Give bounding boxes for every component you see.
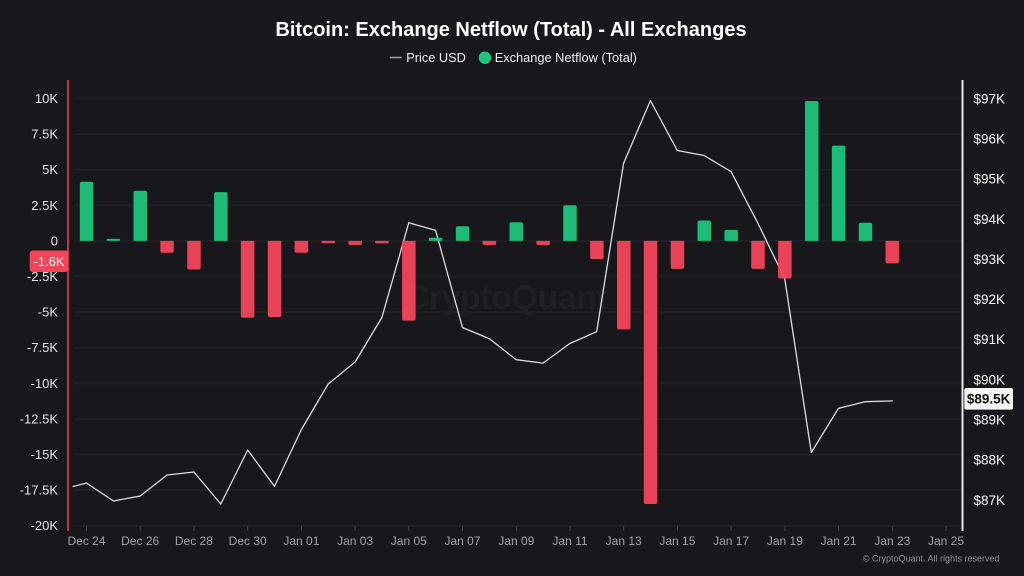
svg-text:Jan 01: Jan 01 [283, 534, 319, 548]
svg-text:Exchange Netflow (Total): Exchange Netflow (Total) [495, 50, 637, 65]
svg-text:2.5K: 2.5K [31, 198, 58, 213]
svg-text:$93K: $93K [974, 252, 1006, 267]
svg-text:5K: 5K [42, 162, 58, 177]
svg-text:$97K: $97K [974, 91, 1006, 106]
svg-text:$91K: $91K [974, 332, 1006, 347]
svg-text:$89.5K: $89.5K [967, 392, 1011, 407]
svg-text:Dec 28: Dec 28 [175, 534, 213, 548]
svg-text:-15K: -15K [31, 447, 59, 462]
svg-text:Jan 09: Jan 09 [498, 534, 534, 548]
svg-text:Dec 26: Dec 26 [121, 534, 159, 548]
svg-text:© CryptoQuant. All rights rese: © CryptoQuant. All rights reserved [863, 554, 1000, 564]
svg-text:-1.6K: -1.6K [33, 254, 64, 269]
svg-text:Jan 13: Jan 13 [606, 534, 642, 548]
svg-text:Dec 30: Dec 30 [229, 534, 267, 548]
svg-text:-7.5K: -7.5K [27, 340, 58, 355]
svg-text:-20K: -20K [31, 518, 59, 533]
svg-text:Jan 19: Jan 19 [767, 534, 803, 548]
svg-text:Jan 07: Jan 07 [444, 534, 480, 548]
svg-text:Price USD: Price USD [406, 50, 466, 65]
svg-text:0: 0 [51, 233, 58, 248]
svg-text:$96K: $96K [974, 131, 1006, 146]
svg-text:Jan 25: Jan 25 [928, 534, 964, 548]
svg-text:10K: 10K [35, 91, 58, 106]
svg-text:Jan 21: Jan 21 [821, 534, 857, 548]
svg-text:$88K: $88K [974, 453, 1006, 468]
svg-text:Jan 11: Jan 11 [552, 534, 587, 548]
svg-text:$90K: $90K [974, 372, 1006, 387]
svg-text:Jan 15: Jan 15 [659, 534, 695, 548]
svg-text:Jan 17: Jan 17 [713, 534, 749, 548]
svg-text:-10K: -10K [31, 376, 59, 391]
svg-text:Jan 05: Jan 05 [391, 534, 427, 548]
svg-text:Dec 24: Dec 24 [67, 534, 105, 548]
svg-text:Bitcoin: Exchange Netflow (Tot: Bitcoin: Exchange Netflow (Total) - All … [275, 19, 746, 41]
svg-text:$89K: $89K [974, 413, 1006, 428]
svg-text:-2.5K: -2.5K [27, 269, 58, 284]
svg-text:Jan 23: Jan 23 [874, 534, 910, 548]
svg-text:$92K: $92K [974, 292, 1006, 307]
svg-text:$87K: $87K [974, 493, 1006, 508]
svg-text:-12.5K: -12.5K [20, 411, 59, 426]
svg-text:-17.5K: -17.5K [20, 483, 59, 498]
svg-text:7.5K: 7.5K [31, 127, 58, 142]
svg-text:$94K: $94K [974, 212, 1006, 227]
svg-text:$95K: $95K [974, 172, 1006, 187]
svg-text:Jan 03: Jan 03 [337, 534, 373, 548]
svg-text:-5K: -5K [38, 305, 59, 320]
